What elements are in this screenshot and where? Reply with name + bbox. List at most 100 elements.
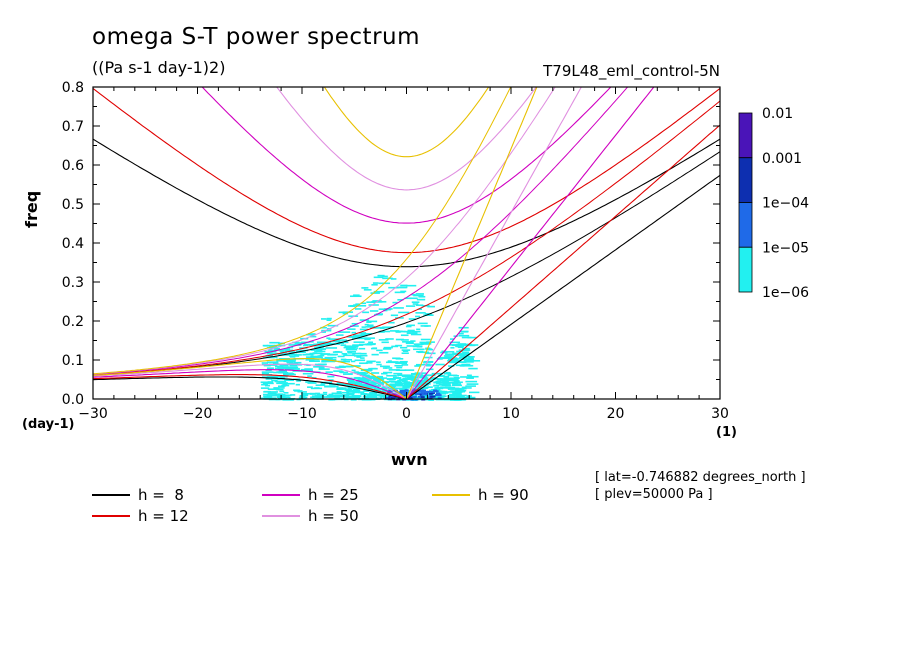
power-cell	[260, 381, 269, 384]
power-cell	[314, 363, 327, 366]
power-cell	[461, 358, 469, 360]
power-cell	[348, 305, 354, 307]
power-cell	[423, 356, 433, 359]
power-cell	[353, 371, 359, 373]
power-cell	[366, 320, 378, 323]
power-cell	[346, 389, 353, 392]
power-cell	[262, 382, 274, 385]
power-cell	[392, 357, 401, 360]
power-cell	[395, 338, 404, 341]
power-cell	[343, 354, 356, 357]
power-cell	[353, 304, 358, 306]
power-cell	[265, 369, 272, 372]
power-cell	[462, 351, 470, 354]
power-cell	[450, 390, 457, 393]
power-cell	[417, 395, 422, 398]
power-cell	[448, 396, 457, 399]
power-cell	[406, 284, 417, 287]
power-cell	[401, 380, 408, 383]
legend-label: h = 12	[138, 507, 189, 525]
power-cell	[457, 346, 464, 349]
power-cell	[309, 360, 320, 362]
power-cell	[466, 363, 471, 366]
power-cell	[343, 373, 353, 375]
power-cell	[436, 390, 443, 393]
power-cell	[296, 380, 302, 382]
power-cell	[356, 304, 367, 307]
power-cell	[349, 396, 356, 399]
power-cell	[354, 389, 361, 392]
power-cell	[406, 324, 415, 327]
power-cell	[360, 302, 367, 305]
power-cell	[356, 356, 362, 358]
power-cell	[350, 389, 356, 392]
power-cell	[325, 357, 332, 360]
power-cell	[325, 347, 338, 349]
dispersion-curve-h12	[93, 87, 720, 399]
mrg-wave-line	[93, 87, 556, 375]
power-cell	[452, 381, 459, 384]
power-cell	[283, 382, 295, 385]
power-cell	[384, 367, 393, 369]
power-cell	[354, 359, 366, 362]
power-cell	[294, 342, 303, 345]
power-cell	[302, 391, 307, 393]
legend-swatch	[92, 494, 130, 496]
power-cell	[355, 383, 362, 386]
power-cell	[398, 378, 405, 381]
power-cell	[365, 362, 373, 364]
power-cell	[388, 395, 393, 398]
power-cell	[261, 371, 274, 373]
power-cell	[302, 372, 314, 375]
power-cell	[360, 357, 365, 359]
power-cell	[362, 311, 370, 314]
power-cell	[383, 346, 393, 349]
power-cell	[260, 397, 271, 400]
chart-title: omega S-T power spectrum	[92, 24, 421, 50]
legend-item-h50: h = 50	[262, 507, 359, 525]
power-cell	[431, 397, 440, 399]
power-cell	[415, 389, 420, 392]
power-cell	[401, 349, 411, 351]
power-cell	[335, 334, 344, 336]
power-cell	[363, 398, 372, 401]
power-cell	[377, 394, 384, 397]
power-cell	[314, 395, 324, 397]
colorbar-segment	[738, 202, 753, 248]
power-cell	[359, 374, 370, 377]
power-cell	[358, 347, 366, 350]
power-cell	[408, 318, 416, 320]
power-cell	[437, 394, 442, 397]
power-cell	[461, 330, 469, 333]
power-cell	[385, 384, 394, 386]
power-cell	[399, 360, 408, 363]
power-cell	[447, 381, 454, 384]
power-cell	[433, 389, 438, 392]
power-cell	[407, 376, 414, 379]
y-tick-label: 0.8	[62, 80, 84, 96]
power-cell	[342, 365, 354, 368]
power-cell	[279, 377, 285, 379]
power-cell	[275, 388, 284, 391]
power-cell	[416, 328, 421, 331]
gravity-wave-line	[93, 87, 720, 254]
power-cell	[357, 391, 364, 394]
power-cell	[461, 336, 472, 339]
power-cell	[268, 391, 278, 393]
power-cell	[311, 395, 317, 397]
power-cell	[382, 277, 393, 280]
kelvin-wave-line	[405, 87, 538, 399]
power-cell	[362, 395, 369, 398]
power-cell	[337, 355, 345, 358]
power-cell	[266, 346, 278, 349]
power-cell	[293, 361, 302, 364]
power-cell	[338, 365, 345, 368]
power-cell	[445, 353, 452, 356]
power-cell	[401, 339, 409, 341]
power-cell	[453, 380, 460, 383]
power-cell	[354, 385, 361, 388]
power-cell	[342, 312, 349, 315]
power-cell	[461, 386, 467, 389]
y-tick-label: 0.3	[62, 275, 84, 291]
power-cell	[371, 353, 379, 356]
